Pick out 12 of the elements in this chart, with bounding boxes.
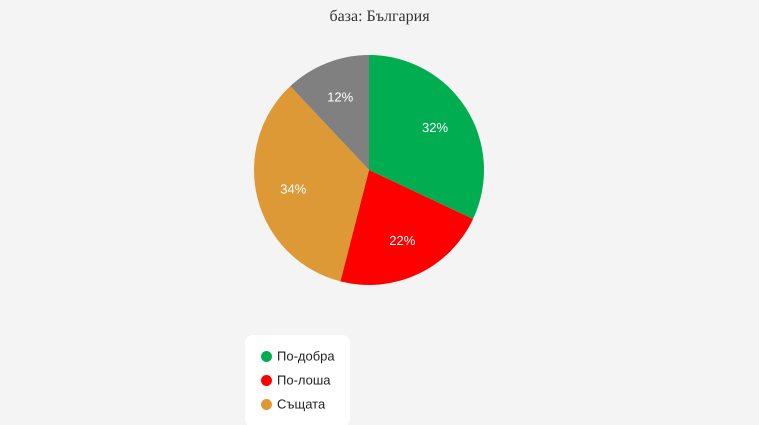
pie-slice — [340, 170, 474, 285]
data-label: 32% — [422, 120, 448, 136]
legend-label: По-лоша — [277, 372, 332, 388]
legend-label: Същата — [277, 396, 326, 412]
pie-slice — [254, 86, 369, 282]
pie-slice — [290, 55, 369, 170]
data-label: 12% — [327, 89, 354, 104]
pie-slice — [369, 55, 484, 219]
legend-label: По-добра — [277, 348, 336, 364]
chart-title: база: България — [329, 8, 430, 25]
data-label: 22% — [389, 232, 416, 248]
data-label: 34% — [280, 181, 307, 196]
